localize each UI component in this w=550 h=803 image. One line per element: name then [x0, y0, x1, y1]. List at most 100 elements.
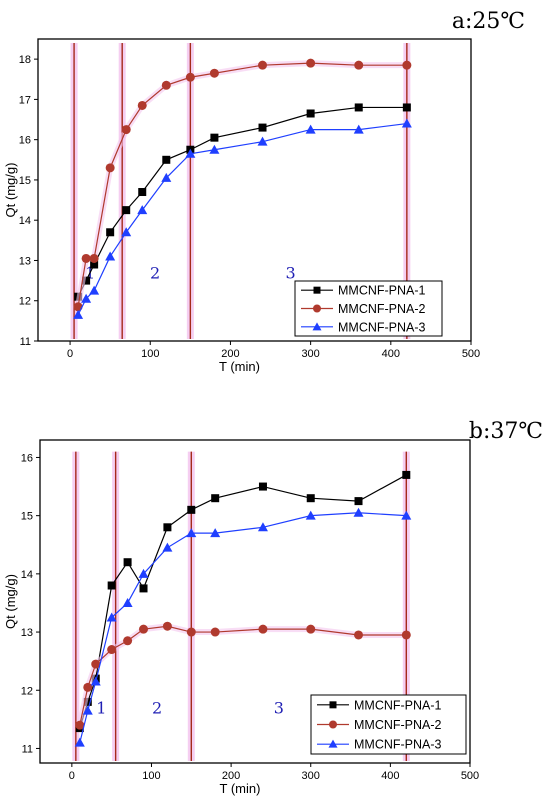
data-point-triangle — [353, 507, 364, 517]
data-point-circle — [91, 659, 101, 669]
data-point-triangle — [257, 136, 268, 146]
x-tick-label: 400 — [382, 348, 400, 360]
y-tick-label: 15 — [19, 175, 31, 187]
plot-frame — [37, 38, 472, 342]
data-point-circle — [313, 304, 321, 313]
data-point-square — [106, 228, 115, 237]
data-point-triangle — [138, 568, 149, 578]
data-point-square — [123, 558, 132, 567]
data-point-triangle — [162, 542, 173, 552]
legend-entry: MMCNF-PNA-2 — [354, 718, 442, 732]
data-point-triangle — [305, 124, 316, 134]
legend-entry: MMCNF-PNA-3 — [354, 738, 442, 752]
data-point-square — [354, 497, 363, 506]
phase-label: 2 — [152, 699, 162, 718]
x-axis-label: T (min) — [219, 359, 260, 374]
data-point-triangle — [312, 322, 322, 331]
data-point-circle — [354, 60, 364, 70]
legend-entry: MMCNF-PNA-2 — [338, 302, 426, 316]
phase-label: 3 — [274, 699, 284, 718]
data-point-circle — [306, 58, 316, 68]
data-point-circle — [107, 645, 117, 655]
data-point-triangle — [89, 285, 100, 295]
chart-a: 0 100 200 300 400 500 11 12 13 14 15 16 17 18 T (min) Q… — [3, 9, 525, 374]
data-point-triangle — [82, 705, 93, 715]
data-point-triangle — [328, 739, 338, 748]
data-point-circle — [209, 68, 219, 78]
y-tick-label: 14 — [21, 569, 33, 581]
phase-label: 1 — [96, 699, 106, 718]
series-line — [77, 106, 407, 297]
data-point-square — [122, 206, 131, 215]
data-point-triangle — [257, 522, 268, 532]
data-point-triangle — [137, 205, 148, 215]
y-axis-label: Qt (mg/g) — [3, 574, 18, 629]
y-axis-label: Qt (mg/g) — [3, 163, 18, 218]
x-tick-label: 300 — [302, 770, 320, 782]
x-tick-label: 400 — [381, 770, 399, 782]
data-point-square — [90, 260, 99, 269]
data-point-circle — [354, 630, 364, 640]
data-point-circle — [81, 253, 91, 263]
x-tick-label: 100 — [141, 348, 159, 360]
phase-label: 3 — [285, 264, 295, 283]
y-tick-label: 12 — [19, 296, 31, 308]
data-point-square — [82, 276, 91, 285]
data-point-circle — [137, 100, 147, 110]
x-tick-label: 0 — [67, 348, 73, 360]
data-point-square — [138, 188, 147, 197]
legend-entry: MMCNF-PNA-1 — [354, 698, 442, 712]
data-point-circle — [83, 682, 93, 692]
y-tick-label: 11 — [20, 336, 31, 348]
data-point-square — [306, 109, 315, 118]
data-point-square — [162, 155, 171, 164]
data-point-circle — [162, 621, 172, 631]
data-point-circle — [123, 636, 133, 646]
data-point-circle — [306, 624, 316, 634]
chart-corner-label: a:25℃ — [452, 9, 525, 34]
data-point-triangle — [353, 124, 364, 134]
data-point-square — [210, 133, 219, 142]
data-point-triangle — [106, 612, 117, 622]
data-point-circle — [121, 125, 131, 135]
data-point-triangle — [185, 148, 196, 158]
data-point-triangle — [305, 510, 316, 520]
y-tick-label: 16 — [21, 452, 33, 464]
y-tick-label: 12 — [21, 685, 33, 697]
data-point-square — [402, 103, 411, 112]
data-point-square — [258, 482, 267, 491]
data-point-square — [306, 494, 315, 503]
data-point-circle — [89, 253, 99, 263]
data-point-circle — [105, 163, 115, 173]
data-point-circle — [185, 72, 195, 82]
data-point-square — [313, 286, 321, 294]
y-tick-label: 13 — [19, 255, 31, 267]
phase-label: 2 — [150, 264, 160, 283]
data-point-triangle — [90, 676, 101, 686]
legend-entry: MMCNF-PNA-3 — [338, 320, 426, 334]
data-point-square — [354, 103, 363, 112]
data-point-square — [258, 123, 267, 132]
data-point-square — [163, 523, 172, 532]
x-tick-label: 300 — [301, 348, 319, 360]
data-point-circle — [258, 60, 268, 70]
data-point-circle — [402, 60, 412, 70]
data-point-square — [211, 494, 220, 503]
y-tick-label: 17 — [19, 94, 31, 106]
y-tick-label: 16 — [19, 135, 31, 147]
data-point-circle — [401, 630, 411, 640]
series-line-glow — [75, 60, 407, 308]
data-point-triangle — [161, 172, 172, 182]
chart-corner-label: b:37℃ — [469, 419, 543, 444]
data-point-square — [139, 584, 148, 593]
data-point-triangle — [81, 293, 92, 303]
data-point-triangle — [122, 597, 133, 607]
legend-entry: MMCNF-PNA-1 — [338, 284, 426, 298]
data-point-square — [329, 701, 337, 709]
data-point-triangle — [210, 528, 221, 538]
data-point-triangle — [401, 118, 412, 128]
data-point-circle — [329, 720, 337, 729]
x-tick-label: 200 — [222, 770, 240, 782]
data-point-square — [187, 505, 196, 514]
data-point-triangle — [74, 737, 85, 747]
